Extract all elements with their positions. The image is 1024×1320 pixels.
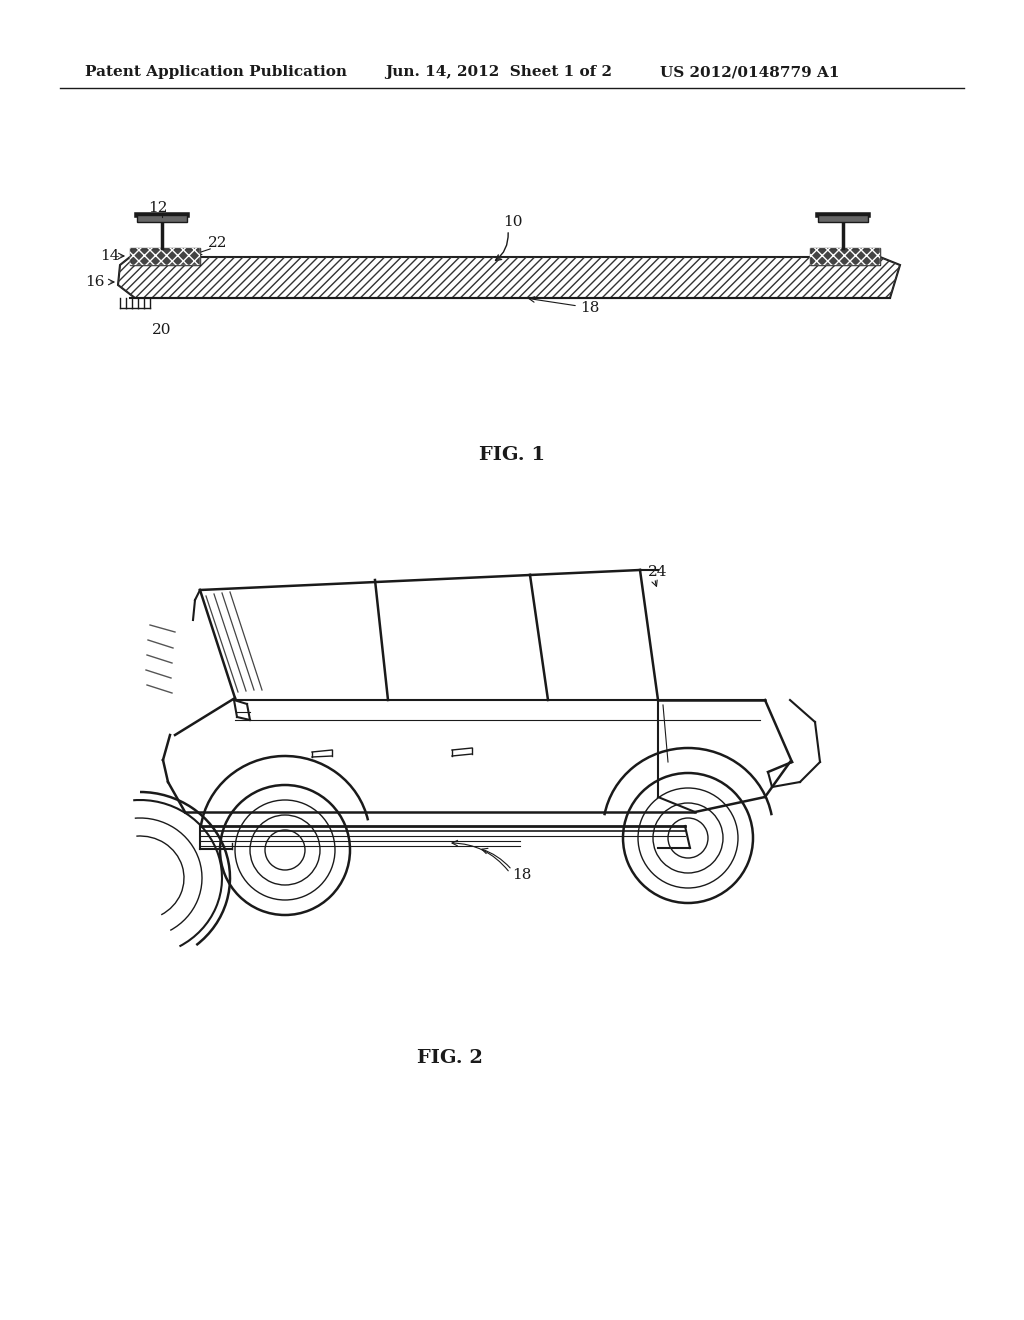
Text: Patent Application Publication: Patent Application Publication [85, 65, 347, 79]
Text: 24: 24 [648, 565, 668, 579]
Text: 18: 18 [512, 869, 531, 882]
Text: 22: 22 [208, 236, 227, 249]
Polygon shape [130, 248, 200, 265]
Text: 16: 16 [85, 275, 104, 289]
Polygon shape [118, 257, 900, 298]
Text: 18: 18 [580, 301, 599, 315]
Text: FIG. 2: FIG. 2 [417, 1049, 483, 1067]
Text: 14: 14 [100, 249, 120, 263]
Polygon shape [818, 215, 868, 222]
Text: 12: 12 [148, 201, 168, 215]
Text: Jun. 14, 2012  Sheet 1 of 2: Jun. 14, 2012 Sheet 1 of 2 [385, 65, 612, 79]
Text: US 2012/0148779 A1: US 2012/0148779 A1 [660, 65, 840, 79]
Text: FIG. 1: FIG. 1 [479, 446, 545, 465]
Text: 10: 10 [503, 215, 522, 228]
Polygon shape [810, 248, 880, 265]
Text: 20: 20 [152, 323, 171, 337]
Polygon shape [137, 215, 187, 222]
